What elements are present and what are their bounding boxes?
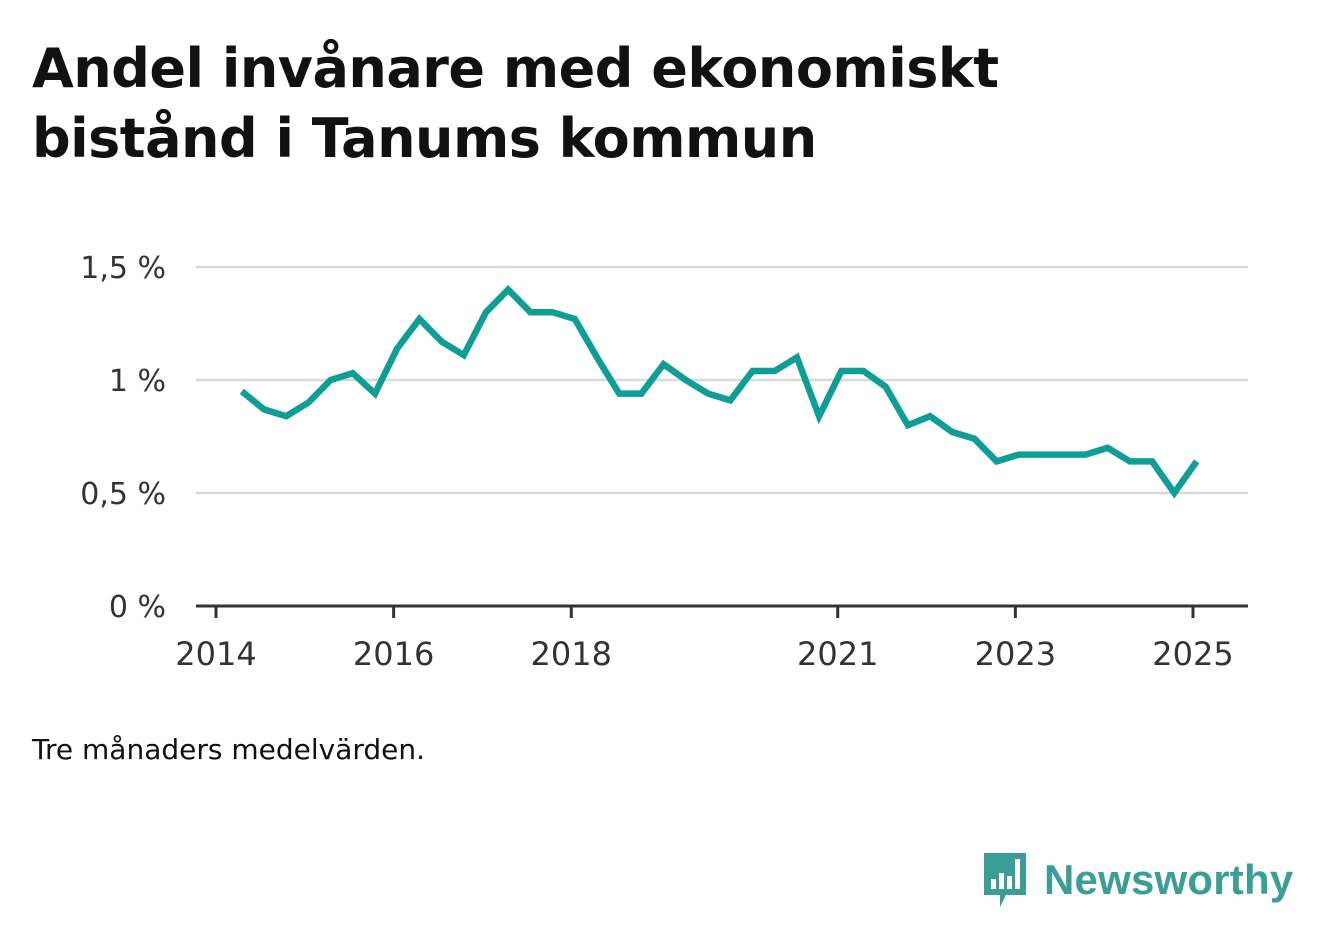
footnote: Tre månaders medelvärden. (32, 733, 426, 766)
grid-lines (196, 265, 1248, 495)
x-tick-label: 2025 (1152, 635, 1233, 673)
series-line (239, 284, 1200, 499)
x-tick-label: 2021 (797, 635, 878, 673)
x-tick-label: 2014 (175, 635, 256, 673)
series-layer (239, 284, 1200, 499)
brand-name: Newsworthy (1044, 856, 1294, 903)
y-tick-label: 1,5 % (80, 251, 166, 286)
y-axis-ticks: 0 % 0,5 % 1 % 1,5 % (80, 251, 166, 625)
chart-title: Andel invånare med ekonomiskt bistånd i … (32, 37, 999, 170)
y-tick-label: 0 % (109, 590, 166, 625)
x-tick-label: 2018 (531, 635, 612, 673)
x-tick-label: 2016 (353, 635, 434, 673)
x-axis: 2014 2016 2018 2021 2023 2025 (175, 604, 1248, 673)
brand-logo: Newsworthy (980, 848, 1293, 912)
x-tick-label: 2023 (975, 635, 1056, 673)
y-tick-label: 1 % (109, 364, 166, 399)
y-tick-label: 0,5 % (80, 477, 166, 512)
bar-chart-speech-bubble-icon (984, 853, 1026, 907)
